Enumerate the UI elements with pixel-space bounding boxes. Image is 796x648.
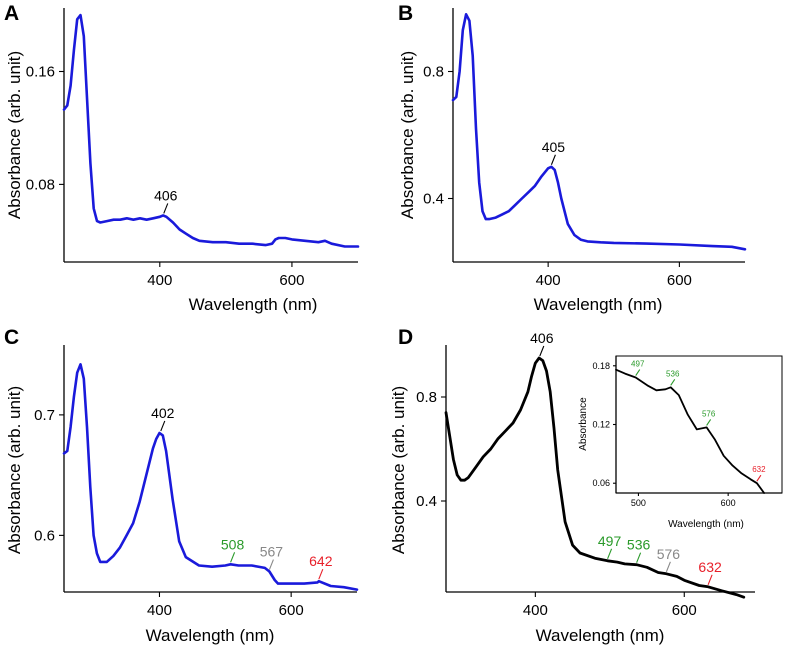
y-tick-label-d-inset: 0.12	[592, 420, 610, 430]
annotation-leader-c	[318, 568, 324, 580]
x-tick-label-a: 600	[279, 272, 304, 289]
y-tick-label-d-inset: 0.06	[592, 478, 610, 488]
x-tick-label-b: 400	[536, 272, 561, 289]
panel-label-a: A	[4, 2, 19, 25]
xlabel-b: Wavelength (nm)	[534, 295, 663, 314]
ylabel-d-inset: Absorbance	[578, 397, 589, 451]
x-tick-label-d: 600	[672, 602, 697, 619]
spectrum-line-b	[451, 13, 747, 251]
annotation-label-d: 406	[530, 330, 554, 346]
y-tick-label-c: 0.7	[34, 407, 55, 424]
panel-label-c: C	[4, 326, 19, 349]
panel-c: C Absorbance (arb. unit) Wavelength (nm)…	[4, 326, 359, 645]
annotation-leader-c	[230, 552, 236, 563]
annotation-leader-d	[607, 548, 613, 560]
y-tick-label-d: 0.4	[416, 493, 437, 510]
y-tick-label-c: 0.6	[34, 527, 55, 544]
annotation-leader-d-inset	[635, 369, 641, 376]
annotation-label-d: 576	[657, 546, 681, 562]
y-tick-label-a: 0.08	[26, 176, 55, 193]
panel-d-inset: Absorbance Wavelength (nm) 500 600 0.06 0.1…	[578, 355, 783, 530]
y-tick-label-b: 0.8	[423, 64, 444, 81]
spectrum-line-a	[62, 13, 360, 248]
panel-d: D Absorbance (arb. unit) Wavelength (nm)…	[389, 326, 755, 645]
y-tick-label-b: 0.4	[423, 191, 444, 208]
annotation-leader-d	[707, 574, 713, 586]
x-tick-label-d-inset: 500	[631, 498, 646, 508]
xlabel-d-inset: Wavelength (nm)	[668, 519, 744, 530]
annotation-label-d: 497	[598, 533, 622, 549]
annotation-leader-d-inset	[670, 379, 676, 386]
spectrum-line-d-inset	[615, 368, 765, 494]
annotation-leader-d	[665, 561, 671, 573]
annotation-leader-d	[539, 345, 545, 357]
ylabel-a: Absorbance (arb. unit)	[5, 51, 24, 219]
annotation-label-c: 402	[151, 405, 175, 421]
annotation-label-b: 405	[542, 139, 566, 155]
panel-label-b: B	[398, 2, 413, 25]
annotation-leader-b	[550, 154, 556, 165]
ylabel-c: Absorbance (arb. unit)	[5, 386, 24, 554]
y-tick-label-a: 0.16	[26, 64, 55, 81]
ylabel-b: Absorbance (arb. unit)	[398, 51, 417, 219]
x-tick-label-a: 400	[147, 272, 172, 289]
annotation-label-d: 536	[627, 537, 651, 553]
annotation-label-d-inset: 497	[631, 360, 645, 369]
xlabel-a: Wavelength (nm)	[189, 295, 318, 314]
annotation-label-d-inset: 576	[702, 409, 716, 418]
panel-b: B Absorbance (arb. unit) Wavelength (nm)…	[398, 2, 747, 314]
annotation-label-a: 406	[154, 187, 178, 203]
x-tick-label-b: 600	[667, 272, 692, 289]
annotation-label-d-inset: 536	[666, 369, 680, 378]
xlabel-d: Wavelength (nm)	[536, 626, 665, 645]
panel-a: A Absorbance (arb. unit) Wavelength (nm)…	[4, 2, 360, 314]
y-tick-label-d: 0.8	[416, 389, 437, 406]
panel-label-d: D	[398, 326, 413, 349]
ylabel-d: Absorbance (arb. unit)	[389, 386, 408, 554]
annotation-leader-c	[160, 420, 166, 432]
annotation-leader-c	[268, 559, 274, 570]
y-tick-label-d-inset: 0.18	[592, 361, 610, 371]
annotation-leader-d	[636, 552, 642, 563]
xlabel-c: Wavelength (nm)	[146, 626, 275, 645]
annotation-label-d: 632	[698, 559, 722, 575]
spectrum-line-c	[62, 362, 359, 591]
annotation-label-d-inset: 632	[752, 465, 766, 474]
annotation-label-c: 642	[309, 553, 333, 569]
annotation-leader-d-inset	[756, 474, 762, 482]
inset-frame	[615, 355, 783, 494]
annotation-label-c: 567	[260, 544, 284, 560]
annotation-label-c: 508	[221, 536, 245, 552]
spectrum-line-d	[444, 356, 746, 599]
x-tick-label-c: 600	[279, 602, 304, 619]
annotation-leader-d-inset	[706, 419, 712, 426]
x-tick-label-c: 400	[147, 602, 172, 619]
annotation-leader-a	[163, 203, 169, 214]
x-tick-label-d-inset: 600	[721, 498, 736, 508]
x-tick-label-d: 400	[523, 602, 548, 619]
